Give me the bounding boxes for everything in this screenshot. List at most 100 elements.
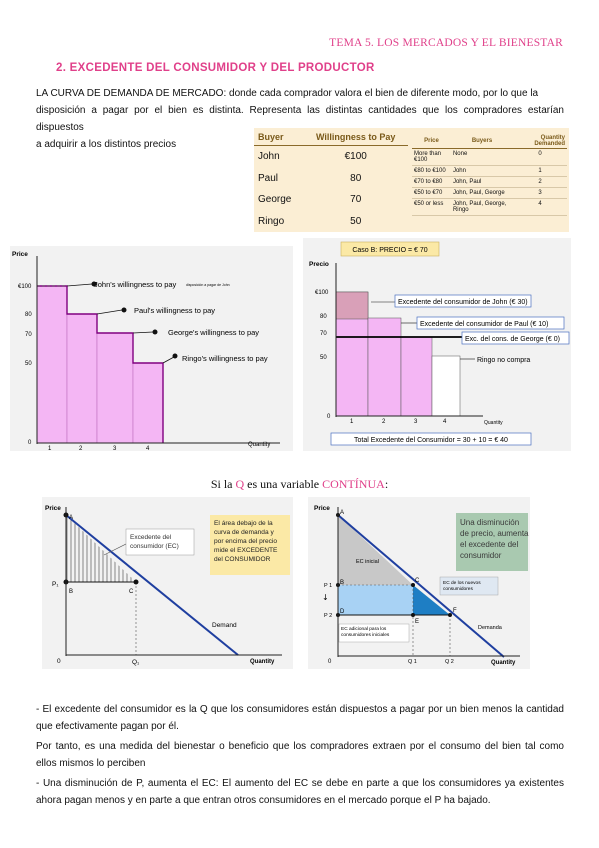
down-arrow-icon: ↓ [322,593,329,602]
y-axis-label: Precio [309,261,329,268]
paragraph-definition: - El excedente del consumidor es la Q qu… [36,704,564,732]
label-b: B [340,580,344,586]
label-p2: P 2 [324,613,332,619]
y-tick: 70 [320,331,327,337]
cell: Paul [258,172,279,184]
ec-new-area [413,585,450,615]
ec-additional-area [338,585,413,615]
note-box [456,513,528,571]
label-ringo: Ringo no compra [477,357,530,364]
bar-paul [66,313,98,444]
ec-add-box [338,623,410,643]
y-axis-label: Price [314,505,330,512]
label-john-surplus: Excedente del consumidor de John (€ 30) [398,299,528,306]
case-title-box [340,241,440,257]
label-paul-surplus: Excedente del consumidor de Paul (€ 10) [420,321,548,328]
y-tick: 0 [28,440,32,446]
label-q2: Q 2 [445,659,454,665]
table-row: Ringo 50 [254,211,408,232]
cell: John, Paul, George [450,187,514,199]
x-axis-label: Quantity [250,659,275,665]
label-ringo: Ringo's willingness to pay [182,354,268,363]
label-e: E [415,619,419,625]
label-c: C [415,578,420,584]
cell: Ringo [258,215,285,227]
cell: John, Paul [450,176,514,188]
table-row: €50 to €70 John, Paul, George 3 [412,187,567,199]
cell: None [450,148,514,166]
x-tick: 4 [146,446,150,451]
point-c [133,579,139,585]
note-text: Una disminución de precio, aumenta el ex… [460,518,530,560]
paragraph-decrease: - Una disminución de P, aumenta el EC: E… [36,778,564,806]
section-title: 2. EXCEDENTE DEL CONSUMIDOR Y DEL PRODUC… [56,62,375,74]
cell: €80 to €100 [412,165,451,177]
x-tick: 3 [414,419,418,425]
bar-ringo [132,362,164,444]
demand-schedule-table: Price Buyers Quantity Demanded More than… [412,134,567,216]
bar-john [36,285,68,444]
col-header: Quantity Demanded [513,134,567,149]
continuous-suffix: : [384,477,389,491]
cs-label-box [125,528,195,556]
demand-label: Demand [212,622,237,629]
x-tick: 1 [48,446,52,451]
document-header: TEMA 5. LOS MERCADOS Y EL BIENESTAR [329,37,563,49]
ec-initial-area [338,515,413,585]
cell: 50 [350,215,362,227]
y-tick: 80 [320,314,327,320]
point-f [448,613,452,617]
cell: More than €100 [412,148,451,166]
cs-pointer [103,541,131,556]
cell: 1 [513,165,567,177]
x-axis-label: Quantity [248,442,270,448]
ec-new-box [439,576,499,596]
y-axis-label: Price [12,251,28,258]
x-tick: 2 [79,446,83,451]
y-tick: €100 [18,284,32,290]
col-header: Buyer [254,128,304,146]
cell: €100 [344,151,367,163]
total-box [330,432,532,446]
cell: 2 [513,176,567,188]
col-header: Buyers [450,134,514,149]
note-box [210,515,290,575]
case-bars [335,291,461,417]
label-origin: 0 [328,659,332,665]
label-p1: P₁ [52,581,59,588]
surplus-increase-chart: Price Quantity A B C D E F P 1 P 2 Q 1 Q… [308,497,530,669]
label-a: A [340,510,344,516]
cell: €70 to €80 [412,176,451,188]
bar-george [400,336,433,417]
label-c: C [129,589,134,595]
label-origin: 0 [57,658,61,665]
intro-paragraph: LA CURVA DE DEMANDA DE MERCADO: donde ca… [36,85,564,153]
case-title: Caso B: PRECIO = € 70 [352,247,427,254]
step-demand-chart: Price Quantity €100 80 70 50 0 1 2 3 4 J… [10,246,293,451]
x-axis-label: Quantity [491,660,516,666]
continuous-prefix: Si la [210,477,236,491]
willingness-tables: Buyer Willingness to Pay John €100 Paul 80… [254,128,569,232]
intro-line: LA CURVA DE DEMANDA DE MERCADO: donde ca… [36,88,539,99]
demand-line [65,514,239,656]
willingness-to-pay-table: Buyer Willingness to Pay John €100 Paul 80… [254,128,408,232]
continuous-title: Si la Q es una variable CONTÍNUA: [0,477,599,492]
ec-initial-label: EC inicial [356,559,379,565]
x-axis-label: Quantity [484,420,503,426]
y-tick: €100 [315,290,329,296]
continuous-middle: es una variable [244,477,323,491]
point-e [411,613,415,617]
label-q1: Q 1 [408,659,417,665]
cell: 4 [513,198,567,216]
label-f: F [453,608,457,614]
small-note: disposición a pagar de John [186,283,230,287]
table-row: More than €100 None 0 [412,148,567,166]
surplus-area [66,515,136,582]
table-row: George 70 [254,189,408,210]
bar-paul [367,317,402,417]
col-header: Price [412,134,451,149]
ec-add-label: EC adicional para los consumidores inicia… [341,626,390,638]
demand-line [337,514,505,658]
consumer-surplus-chart: Price Quantity A B C P₁ Q₁ 0 Excedente d… [42,497,293,669]
table-row: €70 to €80 John, Paul 2 [412,176,567,188]
